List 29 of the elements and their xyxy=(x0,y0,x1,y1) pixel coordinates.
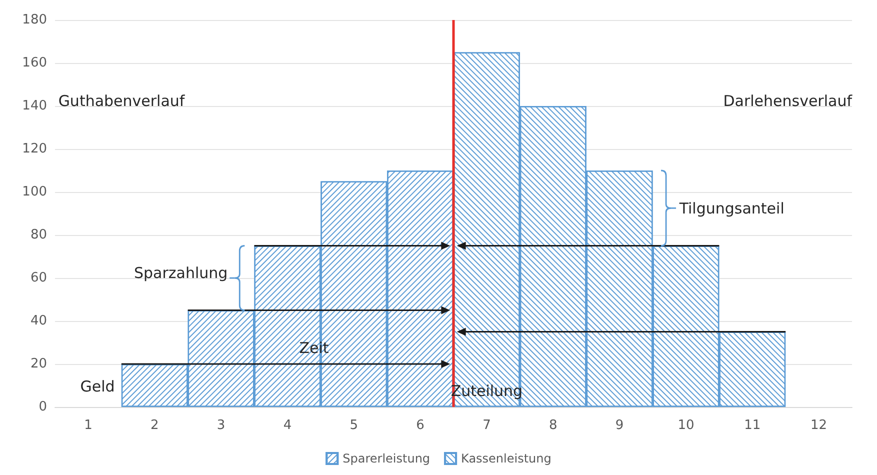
annotation: Sparzahlung xyxy=(134,264,228,282)
y-tick-label: 100 xyxy=(22,184,47,200)
x-tick-label: 2 xyxy=(150,418,159,433)
y-tick-label: 40 xyxy=(30,314,47,328)
x-tick-label: 4 xyxy=(283,418,292,433)
y-tick-label: 120 xyxy=(22,142,47,156)
annotation: Tilgungsanteil xyxy=(678,199,784,218)
y-tick-label: 20 xyxy=(30,356,47,372)
x-tick-label: 9 xyxy=(615,418,624,433)
y-tick-label: 160 xyxy=(22,56,47,70)
y-tick-label: 80 xyxy=(30,228,47,242)
y-tick-label: 140 xyxy=(22,98,47,114)
annotation: Guthabenverlauf xyxy=(58,92,186,110)
annotation: Darlehensverlauf xyxy=(723,92,853,110)
y-tick-label: 60 xyxy=(30,270,47,286)
x-tick-label: 11 xyxy=(744,418,761,433)
annotation: Geld xyxy=(80,378,115,396)
x-tick-label: 8 xyxy=(548,418,558,433)
x-tick-label: 5 xyxy=(350,418,358,433)
x-tick-label: 6 xyxy=(416,418,424,433)
x-tick-label: 1 xyxy=(84,418,92,433)
x-tick-label: 12 xyxy=(810,418,828,433)
x-tick-label: 3 xyxy=(216,418,226,433)
legend-label: Sparerleistung xyxy=(342,452,430,466)
x-tick-label: 7 xyxy=(482,418,491,433)
y-tick-label: 180 xyxy=(22,12,47,28)
y-tick-label: 0 xyxy=(38,400,47,414)
x-tick-label: 10 xyxy=(678,418,694,433)
legend-label: Kassenleistung xyxy=(461,452,552,466)
